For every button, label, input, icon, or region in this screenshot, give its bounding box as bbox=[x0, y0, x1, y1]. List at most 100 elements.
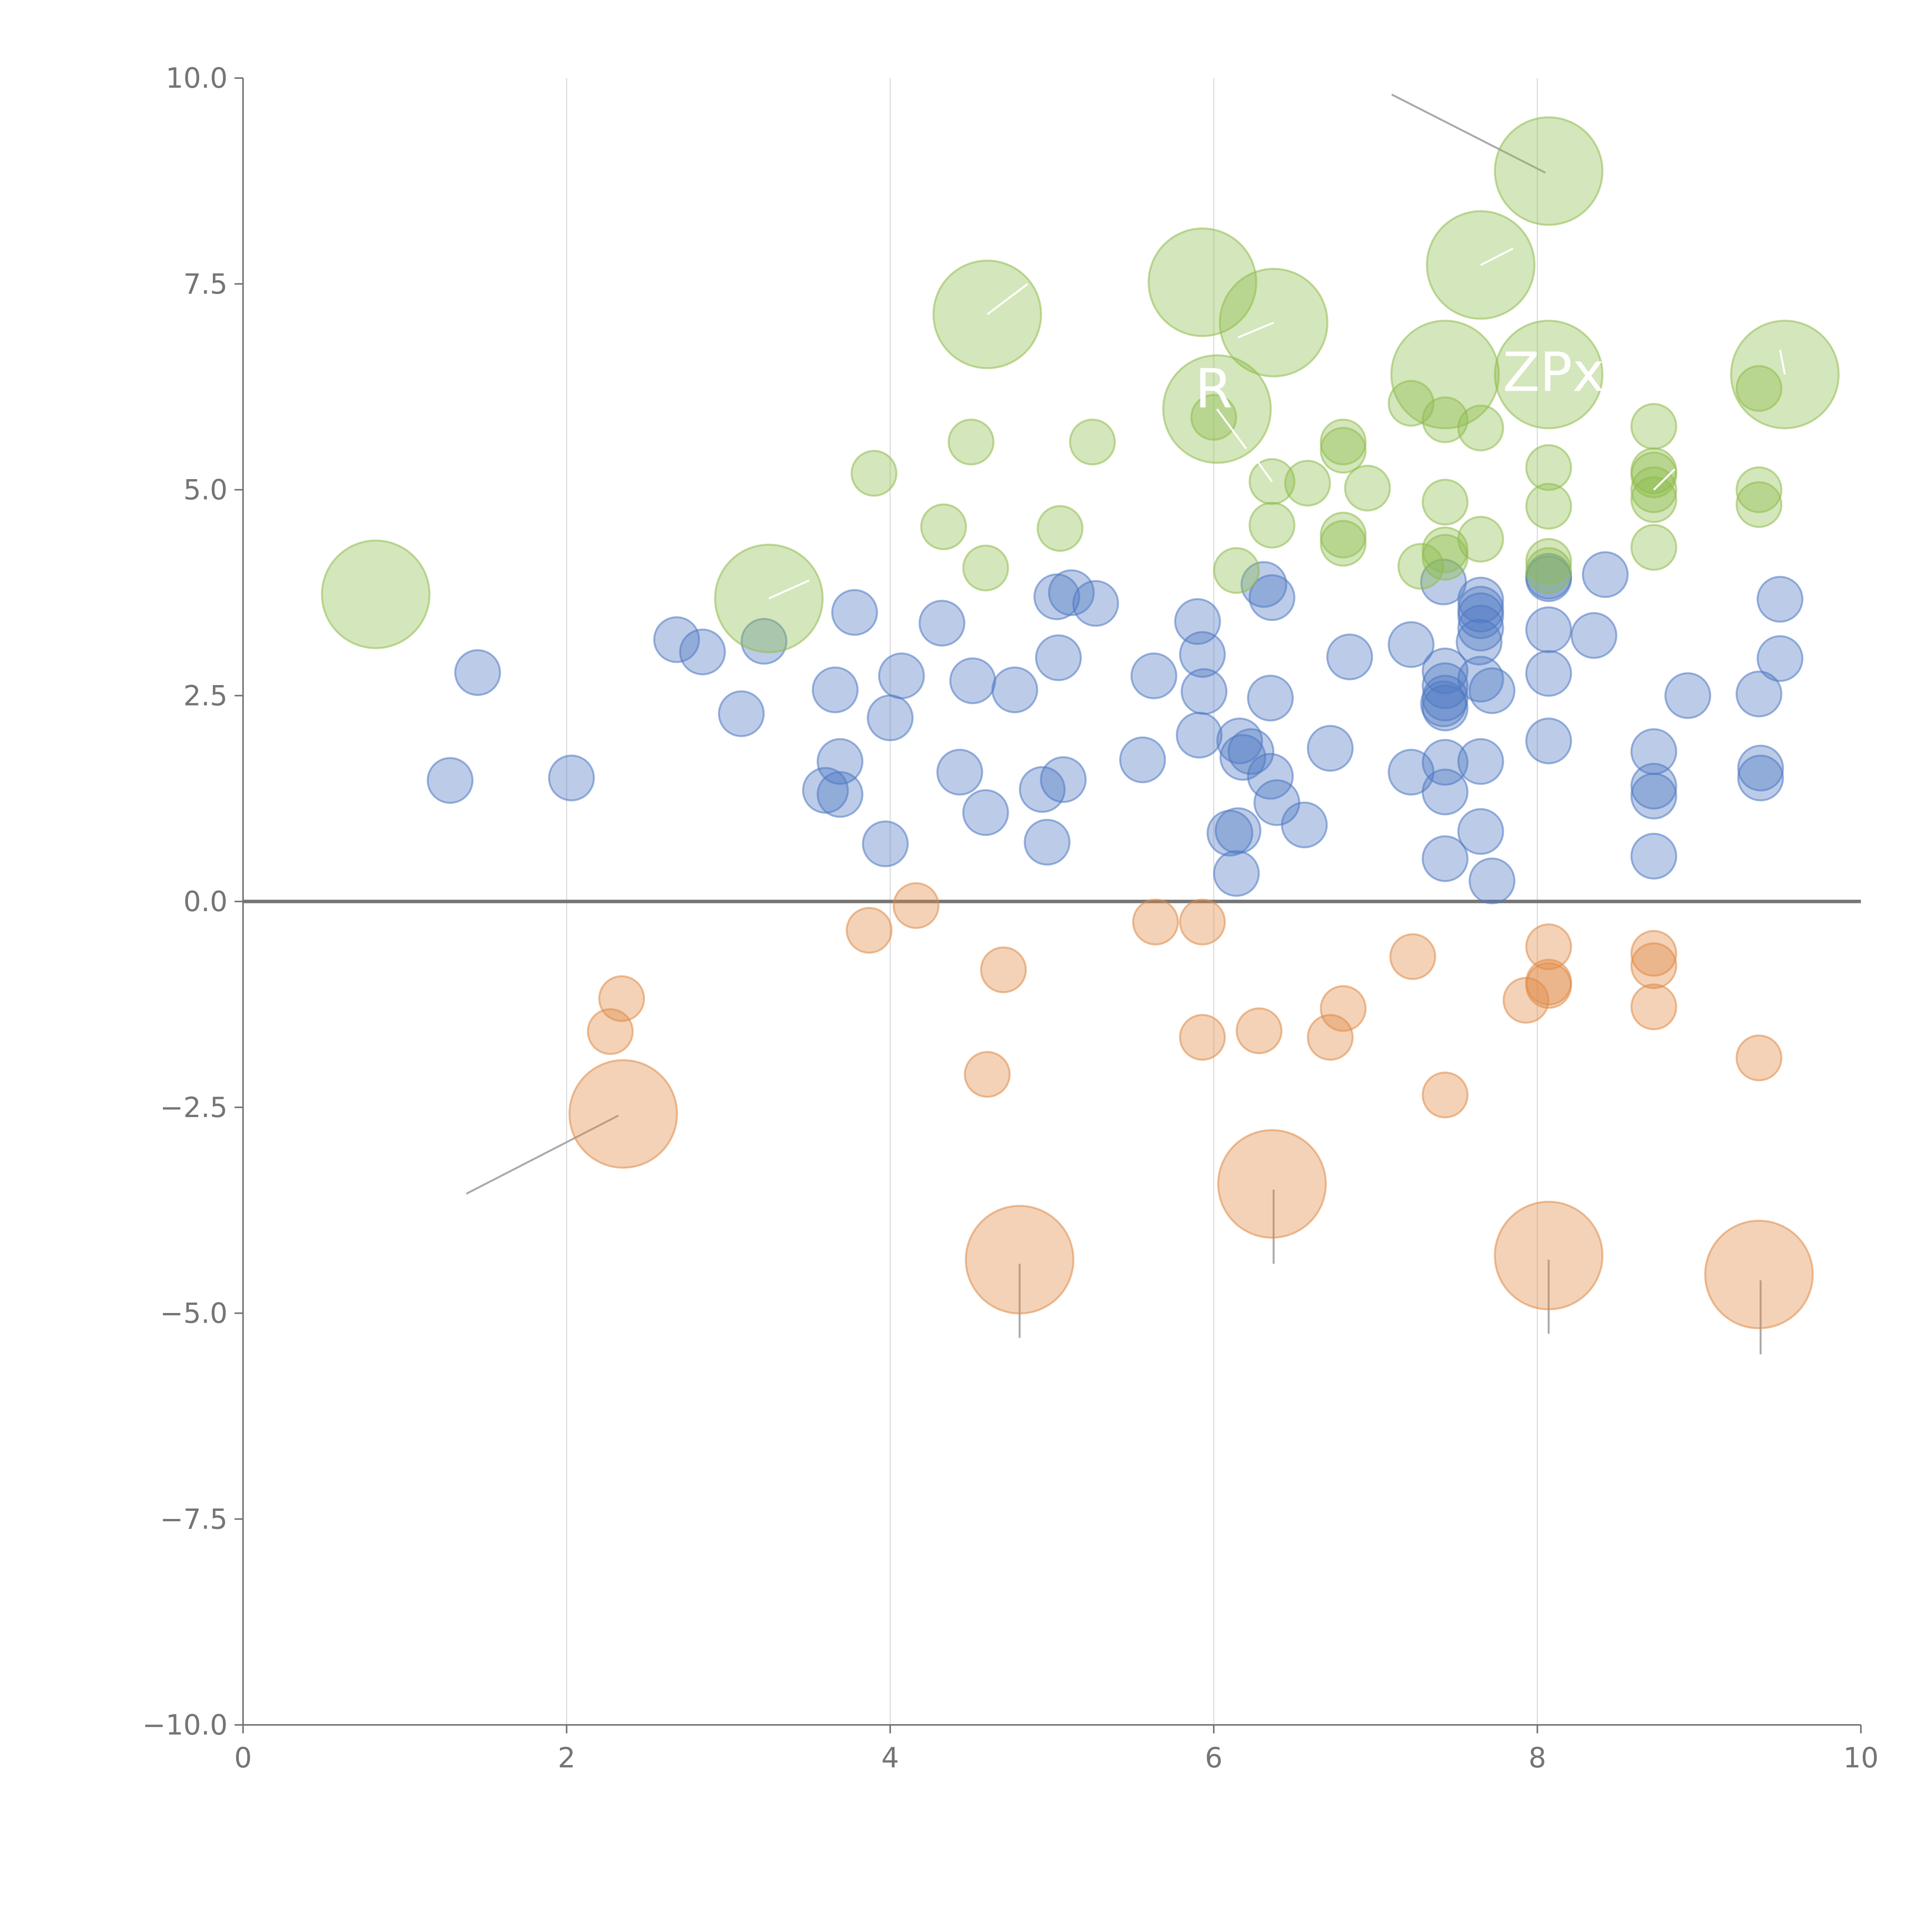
orange-point[interactable] bbox=[1494, 1201, 1604, 1311]
blue-point[interactable] bbox=[1457, 605, 1504, 652]
orange-point[interactable] bbox=[568, 1059, 678, 1169]
orange-point[interactable] bbox=[1179, 898, 1226, 946]
green-point[interactable] bbox=[1735, 365, 1782, 412]
orange-point[interactable] bbox=[1525, 923, 1572, 970]
blue-point[interactable] bbox=[1326, 633, 1373, 680]
orange-point[interactable] bbox=[893, 882, 940, 929]
orange-point[interactable] bbox=[1307, 1014, 1354, 1061]
blue-point[interactable] bbox=[802, 767, 849, 814]
green-point[interactable] bbox=[1190, 394, 1237, 441]
blue-point[interactable] bbox=[548, 754, 595, 801]
blue-point[interactable] bbox=[962, 789, 1009, 836]
green-point[interactable] bbox=[1525, 483, 1572, 530]
blue-point[interactable] bbox=[862, 820, 909, 867]
blue-point[interactable] bbox=[1119, 736, 1166, 783]
orange-point[interactable] bbox=[1132, 898, 1179, 946]
blue-point[interactable] bbox=[1048, 569, 1095, 616]
blue-point[interactable] bbox=[1040, 756, 1087, 803]
blue-point[interactable] bbox=[1420, 680, 1467, 728]
green-point[interactable] bbox=[1320, 427, 1367, 474]
orange-point[interactable] bbox=[1389, 933, 1436, 980]
green-point[interactable] bbox=[962, 544, 1009, 592]
orange-point[interactable] bbox=[1217, 1129, 1327, 1239]
blue-point[interactable] bbox=[949, 657, 996, 704]
green-point[interactable] bbox=[1494, 320, 1604, 429]
blue-point[interactable] bbox=[1422, 769, 1469, 816]
blue-point[interactable] bbox=[1024, 819, 1071, 866]
blue-point[interactable] bbox=[1468, 857, 1515, 905]
blue-point[interactable] bbox=[1422, 647, 1469, 694]
blue-point[interactable] bbox=[1582, 551, 1629, 598]
green-point[interactable] bbox=[1422, 478, 1469, 526]
blue-point[interactable] bbox=[831, 589, 878, 636]
blue-point[interactable] bbox=[1630, 833, 1677, 880]
blue-point[interactable] bbox=[1570, 612, 1617, 659]
blue-point[interactable] bbox=[1525, 650, 1572, 697]
blue-point[interactable] bbox=[1422, 684, 1469, 731]
blue-point[interactable] bbox=[427, 757, 474, 804]
green-point[interactable] bbox=[947, 418, 995, 466]
green-point[interactable] bbox=[1630, 403, 1677, 450]
blue-point[interactable] bbox=[816, 771, 864, 818]
green-point[interactable] bbox=[1069, 418, 1116, 466]
blue-point[interactable] bbox=[1213, 850, 1260, 897]
orange-point[interactable] bbox=[598, 975, 645, 1022]
blue-point[interactable] bbox=[1281, 801, 1328, 849]
green-point[interactable] bbox=[1397, 543, 1444, 590]
blue-point[interactable] bbox=[1468, 667, 1515, 714]
blue-point[interactable] bbox=[1176, 712, 1223, 759]
green-point[interactable] bbox=[1390, 320, 1500, 429]
blue-point[interactable] bbox=[1664, 672, 1711, 719]
green-point[interactable] bbox=[1036, 505, 1083, 552]
green-point[interactable] bbox=[1148, 227, 1257, 337]
orange-point[interactable] bbox=[980, 946, 1027, 993]
green-point[interactable] bbox=[1525, 444, 1572, 491]
orange-point[interactable] bbox=[965, 1205, 1075, 1315]
blue-point[interactable] bbox=[936, 748, 983, 796]
blue-point[interactable] bbox=[1630, 763, 1677, 810]
orange-point[interactable] bbox=[1704, 1219, 1814, 1330]
green-point[interactable] bbox=[321, 539, 431, 649]
blue-point[interactable] bbox=[718, 690, 765, 737]
green-point[interactable] bbox=[1457, 405, 1504, 452]
green-point[interactable] bbox=[1494, 116, 1604, 226]
blue-point[interactable] bbox=[1033, 573, 1080, 621]
blue-point[interactable] bbox=[1388, 621, 1435, 668]
blue-point[interactable] bbox=[991, 666, 1038, 713]
green-point[interactable] bbox=[1735, 481, 1782, 528]
blue-point[interactable] bbox=[1422, 835, 1469, 882]
green-point[interactable] bbox=[1525, 547, 1572, 594]
green-point[interactable] bbox=[1213, 547, 1260, 594]
blue-point[interactable] bbox=[1214, 807, 1262, 854]
green-point[interactable] bbox=[1422, 396, 1469, 443]
blue-point[interactable] bbox=[1248, 574, 1296, 621]
green-point[interactable] bbox=[1320, 520, 1367, 567]
green-point[interactable] bbox=[1457, 515, 1504, 563]
green-point[interactable] bbox=[1735, 466, 1782, 513]
blue-point[interactable] bbox=[1456, 619, 1503, 666]
blue-point[interactable] bbox=[1525, 606, 1572, 653]
blue-point[interactable] bbox=[811, 666, 859, 713]
blue-point[interactable] bbox=[1525, 717, 1572, 764]
green-point[interactable] bbox=[1630, 524, 1677, 571]
orange-point[interactable] bbox=[1320, 985, 1367, 1032]
blue-point[interactable] bbox=[1247, 675, 1294, 722]
blue-point[interactable] bbox=[1240, 561, 1287, 608]
blue-point[interactable] bbox=[1735, 670, 1782, 718]
orange-point[interactable] bbox=[1630, 942, 1677, 989]
blue-point[interactable] bbox=[1757, 576, 1804, 623]
blue-point[interactable] bbox=[1737, 754, 1784, 801]
blue-point[interactable] bbox=[1630, 772, 1677, 820]
green-point[interactable] bbox=[850, 450, 898, 497]
blue-point[interactable] bbox=[1737, 745, 1784, 792]
blue-point[interactable] bbox=[1130, 652, 1177, 699]
green-point[interactable] bbox=[1344, 464, 1391, 512]
blue-point[interactable] bbox=[878, 652, 925, 699]
orange-point[interactable] bbox=[1630, 930, 1677, 977]
blue-point[interactable] bbox=[1228, 728, 1275, 775]
blue-point[interactable] bbox=[1179, 631, 1226, 678]
orange-point[interactable] bbox=[1735, 1034, 1782, 1082]
blue-point[interactable] bbox=[867, 694, 914, 742]
green-point[interactable] bbox=[1630, 476, 1677, 523]
orange-point[interactable] bbox=[1235, 1007, 1282, 1054]
